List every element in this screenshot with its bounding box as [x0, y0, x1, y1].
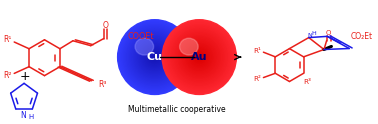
Ellipse shape — [132, 35, 177, 79]
Ellipse shape — [191, 48, 208, 66]
Ellipse shape — [131, 33, 178, 81]
Ellipse shape — [146, 48, 163, 66]
Ellipse shape — [173, 31, 225, 83]
Ellipse shape — [168, 26, 230, 88]
Ellipse shape — [162, 20, 236, 94]
Ellipse shape — [130, 32, 180, 82]
Ellipse shape — [153, 56, 156, 58]
Ellipse shape — [135, 37, 175, 77]
Ellipse shape — [140, 42, 170, 72]
Ellipse shape — [180, 38, 198, 55]
Text: R³: R³ — [98, 80, 107, 89]
Ellipse shape — [147, 50, 162, 65]
Ellipse shape — [197, 55, 202, 60]
Ellipse shape — [119, 21, 191, 93]
Ellipse shape — [129, 31, 181, 83]
Ellipse shape — [165, 22, 234, 92]
Text: Cu: Cu — [147, 52, 163, 62]
Ellipse shape — [150, 52, 160, 62]
Ellipse shape — [172, 30, 226, 84]
Text: O: O — [326, 30, 331, 36]
Ellipse shape — [171, 28, 228, 86]
Text: COOEt: COOEt — [128, 32, 154, 41]
Ellipse shape — [184, 42, 214, 72]
Ellipse shape — [145, 47, 165, 67]
Ellipse shape — [118, 20, 192, 94]
Ellipse shape — [163, 21, 235, 93]
Ellipse shape — [192, 50, 207, 65]
Text: R¹: R¹ — [253, 48, 261, 54]
Ellipse shape — [175, 32, 224, 82]
Text: R³: R³ — [304, 79, 311, 85]
Ellipse shape — [167, 25, 231, 90]
Ellipse shape — [180, 37, 219, 77]
Text: +: + — [20, 70, 30, 83]
Ellipse shape — [120, 22, 189, 92]
Ellipse shape — [141, 43, 168, 71]
Text: Au: Au — [191, 52, 208, 62]
Ellipse shape — [195, 53, 203, 61]
Text: CO₂Et: CO₂Et — [351, 32, 373, 41]
Ellipse shape — [188, 46, 211, 68]
Ellipse shape — [152, 55, 157, 60]
Text: Multimetallic cooperative: Multimetallic cooperative — [128, 105, 226, 114]
Ellipse shape — [194, 52, 204, 62]
Ellipse shape — [151, 53, 158, 61]
Ellipse shape — [125, 27, 184, 87]
Ellipse shape — [186, 43, 213, 71]
Ellipse shape — [187, 45, 212, 70]
Ellipse shape — [177, 35, 222, 79]
Text: O: O — [103, 21, 108, 30]
Ellipse shape — [124, 26, 186, 88]
Ellipse shape — [134, 36, 176, 78]
Ellipse shape — [135, 38, 153, 55]
Ellipse shape — [144, 46, 166, 68]
Ellipse shape — [166, 23, 233, 91]
Ellipse shape — [198, 56, 200, 58]
Ellipse shape — [139, 41, 171, 73]
Text: H: H — [311, 31, 316, 36]
Ellipse shape — [126, 28, 183, 86]
Ellipse shape — [122, 25, 187, 90]
Text: R²: R² — [253, 76, 261, 82]
Ellipse shape — [137, 40, 172, 75]
Ellipse shape — [181, 38, 218, 76]
Text: H: H — [28, 114, 33, 120]
Ellipse shape — [189, 47, 209, 67]
Ellipse shape — [170, 27, 229, 87]
Text: N: N — [307, 33, 312, 38]
Ellipse shape — [183, 41, 215, 73]
Ellipse shape — [182, 40, 217, 75]
Ellipse shape — [149, 51, 161, 63]
Ellipse shape — [193, 51, 206, 63]
Text: R²: R² — [3, 71, 12, 80]
Ellipse shape — [127, 30, 182, 84]
Ellipse shape — [176, 33, 223, 81]
Ellipse shape — [178, 36, 220, 78]
Ellipse shape — [136, 38, 173, 76]
Ellipse shape — [121, 23, 188, 91]
Text: R¹: R¹ — [3, 35, 12, 44]
Ellipse shape — [143, 45, 167, 70]
Text: N: N — [20, 111, 26, 120]
